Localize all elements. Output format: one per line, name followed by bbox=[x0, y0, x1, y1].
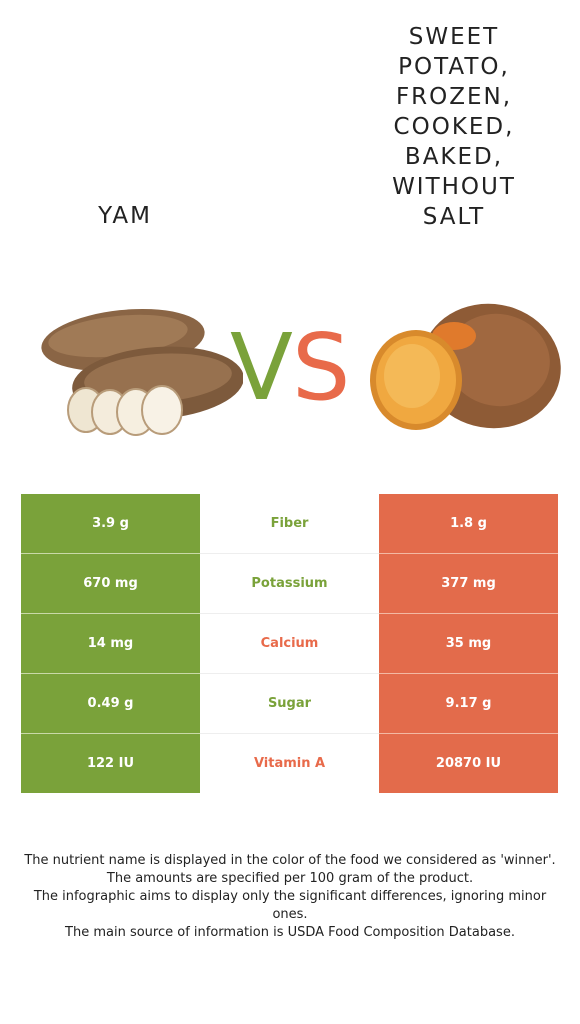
left-value: 670 mg bbox=[21, 553, 200, 614]
footer-line: The main source of information is USDA F… bbox=[65, 925, 515, 940]
nutrient-name: Fiber bbox=[200, 494, 379, 554]
right-value: 35 mg bbox=[379, 613, 558, 674]
vs-mark: V S bbox=[230, 315, 350, 407]
table-row: 670 mg Potassium 377 mg bbox=[21, 553, 558, 614]
right-value: 377 mg bbox=[379, 553, 558, 614]
footer-line: The amounts are specified per 100 gram o… bbox=[106, 871, 474, 886]
nutrient-name: Sugar bbox=[200, 673, 379, 734]
footer-notes: The nutrient name is displayed in the co… bbox=[20, 852, 560, 942]
table-row: 14 mg Calcium 35 mg bbox=[21, 613, 558, 674]
nutrient-name: Calcium bbox=[200, 613, 379, 674]
vs-s: S bbox=[292, 315, 350, 407]
vs-v: V bbox=[230, 315, 293, 407]
yam-image bbox=[41, 308, 243, 436]
left-value: 122 IU bbox=[21, 733, 200, 793]
table-row: 0.49 g Sugar 9.17 g bbox=[21, 673, 558, 734]
table-row: 3.9 g Fiber 1.8 g bbox=[21, 494, 558, 554]
footer-line: The nutrient name is displayed in the co… bbox=[24, 853, 556, 868]
left-food-title: Yam bbox=[98, 203, 152, 229]
nutrient-name: Vitamin A bbox=[200, 733, 379, 793]
sweet-potato-image bbox=[370, 303, 561, 430]
right-value: 20870 IU bbox=[379, 733, 558, 793]
left-value: 0.49 g bbox=[21, 673, 200, 734]
left-value: 3.9 g bbox=[21, 494, 200, 554]
footer-line: The infographic aims to display only the… bbox=[33, 889, 547, 922]
comparison-table: 3.9 g Fiber 1.8 g 670 mg Potassium 377 mg 14 m… bbox=[21, 494, 558, 793]
right-value: 9.17 g bbox=[379, 673, 558, 734]
right-value: 1.8 g bbox=[379, 494, 558, 554]
nutrient-name: Potassium bbox=[200, 553, 379, 614]
table-row: 122 IU Vitamin A 20870 IU bbox=[21, 733, 558, 793]
left-value: 14 mg bbox=[21, 613, 200, 674]
right-food-title: Sweet potato, frozen, cooked, baked, wit… bbox=[392, 24, 516, 230]
